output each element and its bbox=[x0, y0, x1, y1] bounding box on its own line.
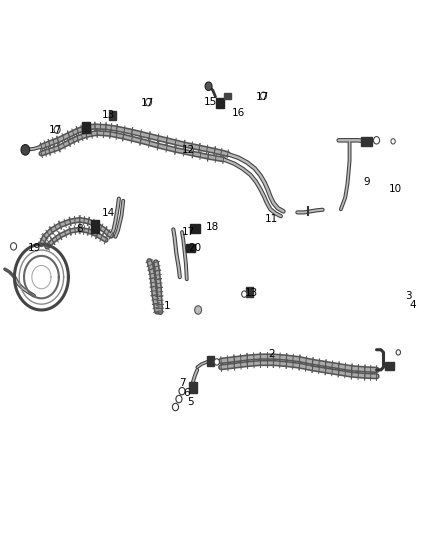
Text: 8: 8 bbox=[76, 224, 83, 235]
Circle shape bbox=[11, 243, 17, 250]
Circle shape bbox=[396, 350, 400, 355]
Circle shape bbox=[176, 395, 182, 403]
Circle shape bbox=[179, 387, 185, 395]
Bar bbox=[82, 122, 90, 133]
Circle shape bbox=[214, 359, 219, 365]
Text: 9: 9 bbox=[364, 176, 370, 187]
Text: 15: 15 bbox=[204, 97, 217, 107]
Circle shape bbox=[145, 99, 152, 106]
Bar bbox=[188, 382, 197, 393]
Bar bbox=[186, 244, 195, 252]
Circle shape bbox=[242, 291, 247, 297]
Text: 17: 17 bbox=[256, 92, 269, 102]
Text: 19: 19 bbox=[28, 243, 41, 253]
Bar bbox=[360, 136, 371, 146]
Text: 5: 5 bbox=[187, 397, 194, 407]
Bar bbox=[385, 362, 394, 370]
Bar bbox=[207, 356, 214, 366]
Text: 7: 7 bbox=[179, 378, 185, 388]
Circle shape bbox=[194, 306, 201, 314]
Text: 11: 11 bbox=[265, 214, 278, 224]
Text: 6: 6 bbox=[183, 387, 190, 398]
Bar bbox=[91, 220, 99, 233]
Circle shape bbox=[205, 82, 212, 91]
Circle shape bbox=[260, 92, 266, 100]
Text: 17: 17 bbox=[49, 125, 63, 135]
Text: 1: 1 bbox=[163, 301, 170, 311]
Bar bbox=[190, 224, 200, 232]
Text: 17: 17 bbox=[141, 98, 154, 108]
Circle shape bbox=[173, 403, 179, 411]
Text: 10: 10 bbox=[389, 183, 402, 193]
Circle shape bbox=[54, 126, 60, 133]
Text: 13: 13 bbox=[101, 110, 115, 120]
Text: 2: 2 bbox=[268, 349, 275, 359]
Circle shape bbox=[21, 144, 30, 155]
Bar bbox=[224, 93, 231, 99]
Text: 14: 14 bbox=[101, 208, 115, 219]
Text: 18: 18 bbox=[206, 222, 219, 232]
Text: 17: 17 bbox=[182, 227, 195, 237]
Circle shape bbox=[374, 136, 380, 144]
Bar bbox=[246, 287, 253, 297]
Bar bbox=[215, 99, 224, 108]
Bar bbox=[109, 111, 116, 119]
Circle shape bbox=[391, 139, 395, 144]
Text: 20: 20 bbox=[188, 243, 201, 253]
Text: 13: 13 bbox=[245, 288, 258, 298]
Text: 16: 16 bbox=[232, 108, 245, 118]
Text: 3: 3 bbox=[405, 290, 412, 301]
Text: 12: 12 bbox=[182, 145, 195, 155]
Text: 4: 4 bbox=[410, 300, 416, 310]
